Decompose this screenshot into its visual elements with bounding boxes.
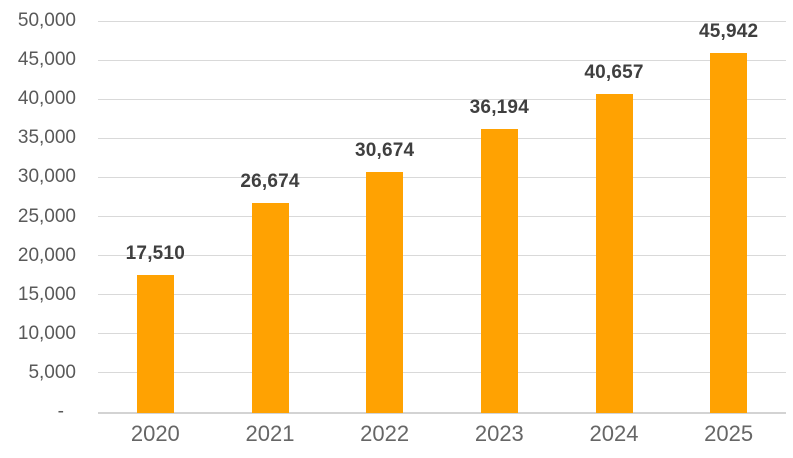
y-tick-label: 5,000 bbox=[28, 361, 76, 383]
y-tick-label: 10,000 bbox=[17, 322, 76, 344]
bar-value-label: 40,657 bbox=[584, 62, 644, 84]
y-tick-label: 35,000 bbox=[17, 127, 76, 149]
x-tick-label: 2024 bbox=[589, 421, 639, 446]
bar-value-label: 30,674 bbox=[354, 140, 415, 162]
bar-value-label: 17,510 bbox=[125, 243, 185, 265]
x-tick-label: 2021 bbox=[245, 421, 295, 446]
bar-value-label: 36,194 bbox=[469, 96, 529, 118]
gridline bbox=[98, 137, 786, 139]
bar-2025[interactable] bbox=[710, 52, 748, 414]
bar-2022[interactable] bbox=[366, 172, 404, 414]
gridline bbox=[98, 372, 786, 374]
gridline bbox=[98, 294, 786, 296]
bar-value-label: 45,942 bbox=[698, 20, 759, 42]
x-tick-label: 2023 bbox=[474, 421, 524, 446]
bar-2023[interactable] bbox=[480, 128, 518, 414]
y-tick-label: 45,000 bbox=[17, 49, 76, 71]
gridline bbox=[98, 20, 786, 22]
gridline bbox=[98, 216, 786, 217]
x-tick-label: 2022 bbox=[360, 421, 410, 446]
x-tick-label: 2020 bbox=[130, 421, 180, 446]
bar-2020[interactable] bbox=[136, 275, 174, 414]
x-tick-label: 2025 bbox=[704, 421, 754, 446]
y-tick-label: 25,000 bbox=[17, 205, 76, 227]
gridline bbox=[98, 255, 786, 257]
y-tick-label: 20,000 bbox=[17, 244, 76, 266]
bar-2021[interactable] bbox=[251, 203, 289, 414]
gridline bbox=[98, 59, 786, 61]
gridline bbox=[98, 98, 786, 100]
y-tick-label: 15,000 bbox=[17, 283, 76, 305]
y-tick-label: - bbox=[57, 401, 64, 422]
y-tick-label: 30,000 bbox=[17, 166, 76, 188]
gridline bbox=[98, 333, 786, 335]
y-tick-label: 50,000 bbox=[17, 10, 76, 31]
x-axis-line bbox=[98, 411, 786, 414]
y-tick-label: 40,000 bbox=[17, 88, 76, 110]
gridline bbox=[98, 176, 786, 178]
bar-value-label: 26,674 bbox=[240, 171, 300, 193]
bar-2024[interactable] bbox=[595, 94, 633, 414]
